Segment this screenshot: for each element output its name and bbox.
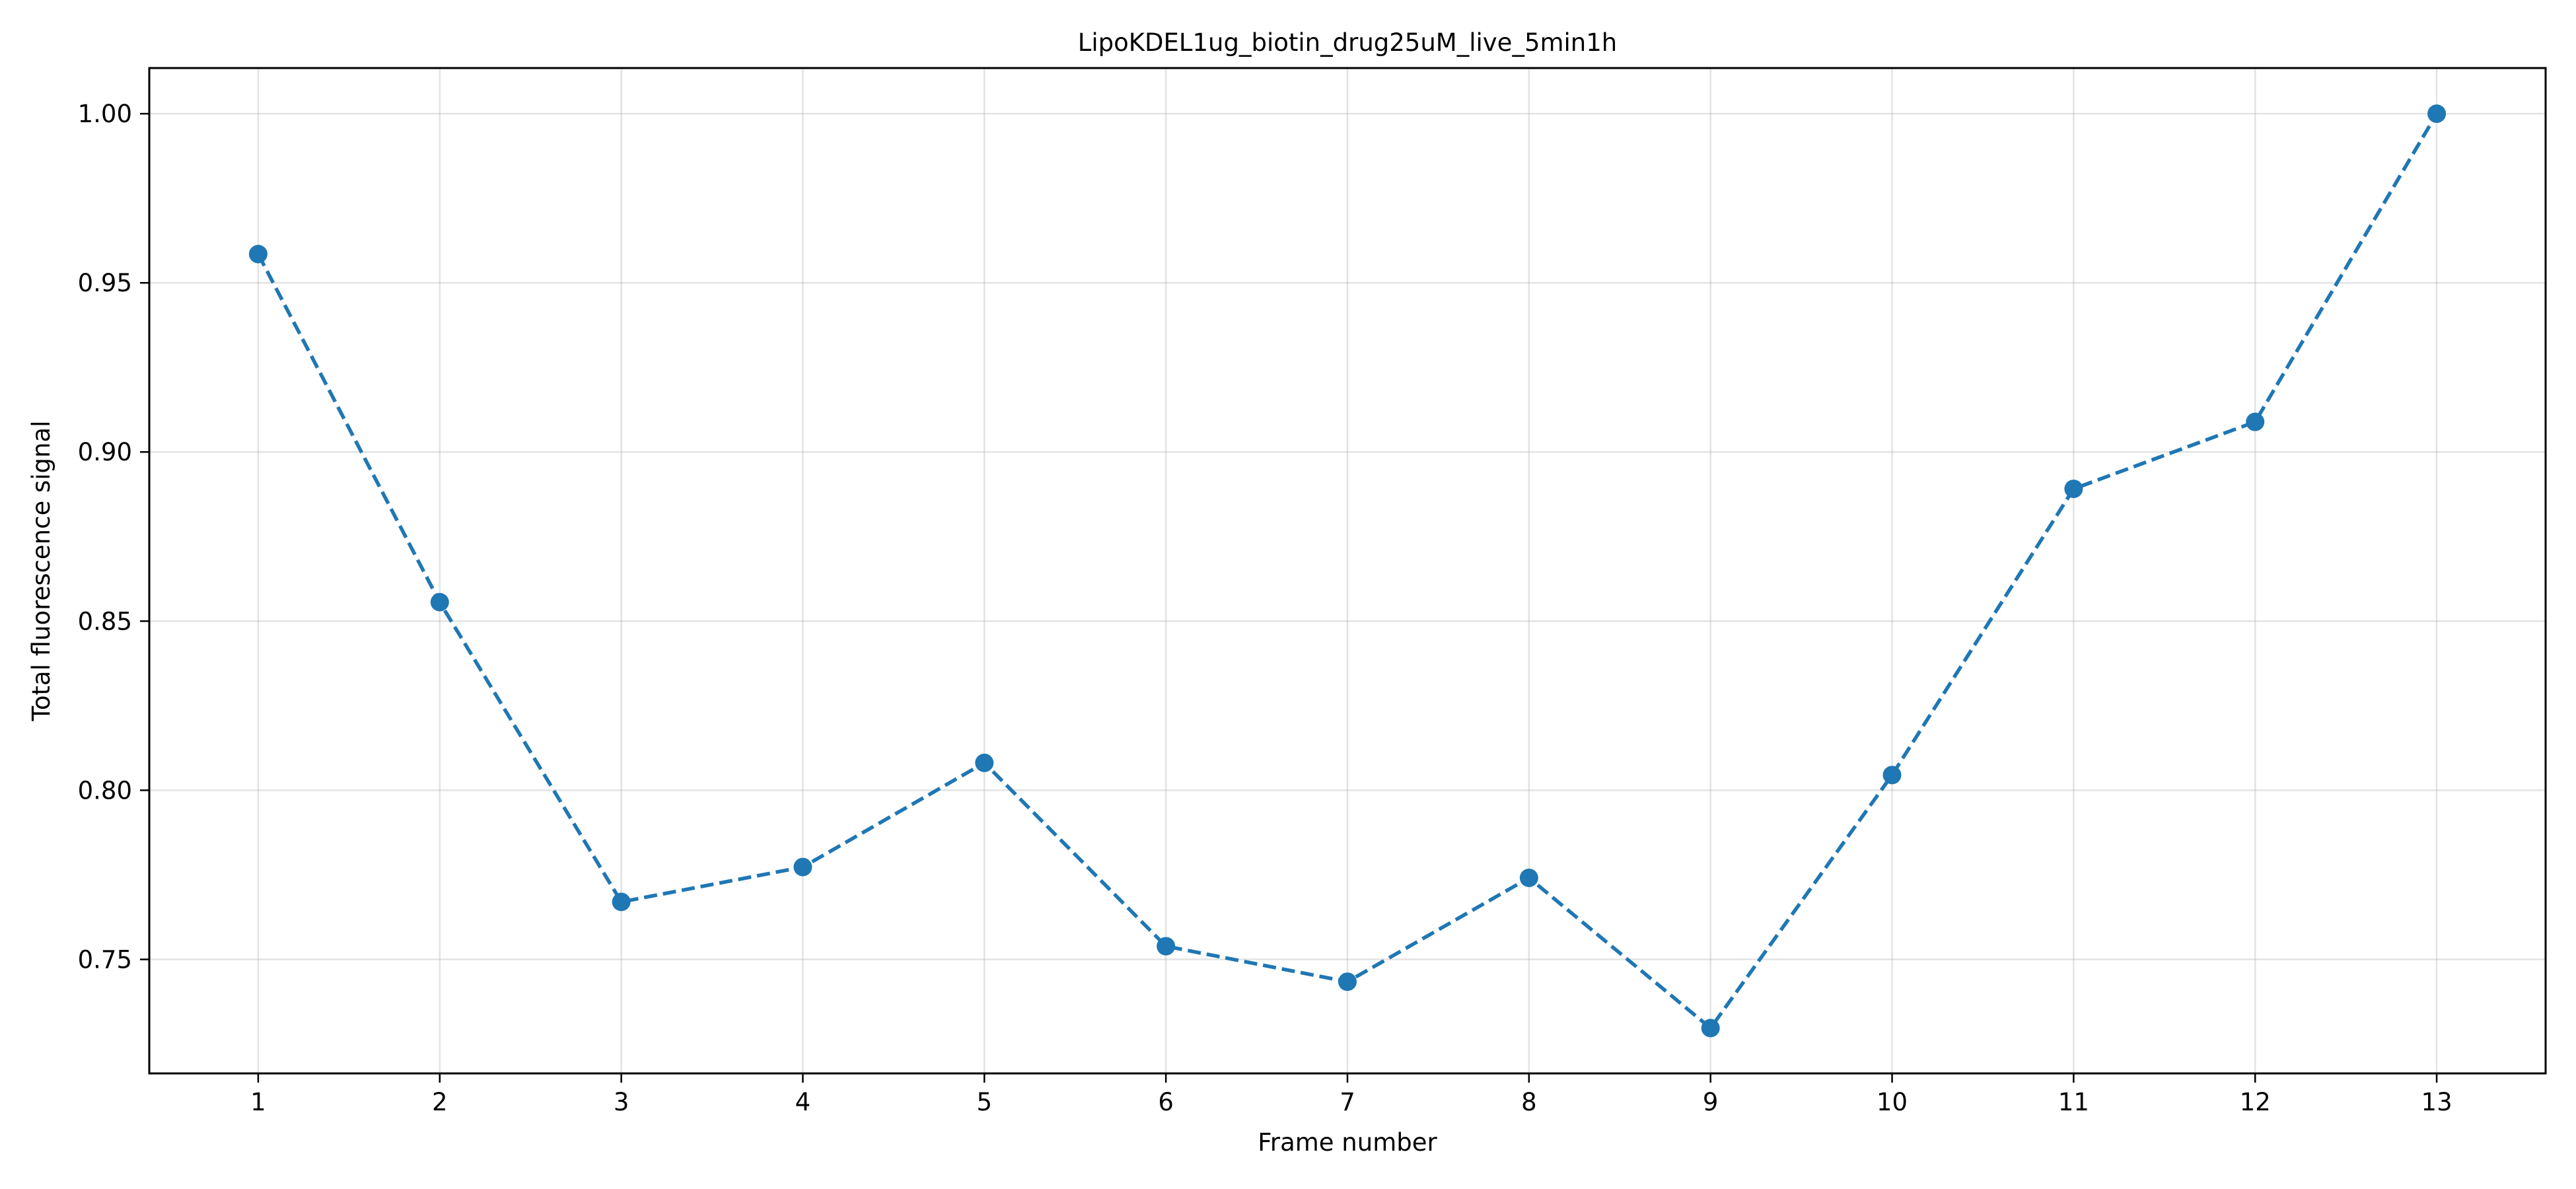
x-tick-label: 7 bbox=[1340, 1088, 1355, 1116]
y-tick-label: 0.85 bbox=[78, 607, 132, 635]
data-point bbox=[1701, 1019, 1720, 1038]
y-tick-label: 0.80 bbox=[78, 776, 132, 805]
data-point bbox=[1519, 868, 1538, 887]
x-tick-label: 13 bbox=[2421, 1088, 2452, 1116]
data-point bbox=[975, 753, 994, 772]
grid bbox=[149, 68, 2546, 1073]
data-point bbox=[1338, 972, 1357, 991]
y-axis-label: Total fluorescence signal bbox=[27, 421, 55, 722]
x-tick-label: 9 bbox=[1703, 1088, 1719, 1116]
x-tick-label: 10 bbox=[1877, 1088, 1908, 1116]
series-layer bbox=[248, 104, 2447, 1038]
x-tick-label: 2 bbox=[432, 1088, 448, 1116]
x-axis-label: Frame number bbox=[1258, 1128, 1437, 1157]
y-tick-label: 0.90 bbox=[78, 438, 132, 466]
x-tick-label: 1 bbox=[250, 1088, 266, 1116]
ticks: 1 2 3 4 5 6 7 8 9 10 11 12 130.750.800.850.900.951.0… bbox=[78, 100, 2452, 1116]
y-tick-label: 0.75 bbox=[78, 945, 132, 974]
y-tick-label: 0.95 bbox=[78, 269, 132, 297]
data-point bbox=[612, 892, 631, 912]
data-point bbox=[1882, 766, 1902, 785]
x-tick-label: 5 bbox=[977, 1088, 993, 1116]
data-point bbox=[248, 244, 268, 264]
x-tick-label: 8 bbox=[1521, 1088, 1537, 1116]
x-tick-label: 12 bbox=[2240, 1088, 2271, 1116]
chart-title: LipoKDEL1ug_biotin_drug25uM_live_5min1h bbox=[1078, 28, 1618, 57]
x-tick-label: 6 bbox=[1158, 1088, 1174, 1116]
x-tick-label: 11 bbox=[2058, 1088, 2089, 1116]
data-point bbox=[430, 593, 449, 612]
data-point bbox=[1157, 937, 1176, 956]
x-tick-label: 4 bbox=[795, 1088, 811, 1116]
data-point bbox=[2246, 412, 2265, 431]
y-tick-label: 1.00 bbox=[78, 100, 132, 128]
data-point bbox=[2427, 104, 2447, 124]
data-point bbox=[793, 857, 812, 877]
x-tick-label: 3 bbox=[614, 1088, 629, 1116]
data-point bbox=[2064, 480, 2083, 499]
